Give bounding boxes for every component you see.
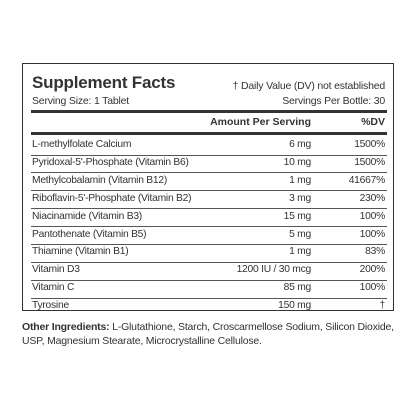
servings-per-bottle: Servings Per Bottle: 30: [282, 95, 385, 107]
daily-value: 83%: [365, 246, 385, 258]
nutrient-name: Vitamin D3: [32, 264, 80, 276]
supplement-facts-panel: Supplement Facts † Daily Value (DV) not …: [22, 63, 394, 311]
nutrient-name: Pyridoxal-5'-Phosphate (Vitamin B6): [32, 156, 189, 168]
daily-value: 100%: [359, 228, 386, 240]
amount: 150 mg: [278, 300, 311, 312]
row-rule: [31, 297, 387, 299]
dv-note: † Daily Value (DV) not established: [232, 80, 386, 92]
row-rule: [31, 190, 387, 192]
nutrient-name: Riboflavin-5'-Phosphate (Vitamin B2): [32, 192, 192, 204]
daily-value: †: [379, 300, 386, 312]
row-rule: [31, 226, 387, 227]
nutrient-name: Methylcobalamin (Vitamin B12): [32, 174, 168, 186]
nutrient-name: Vitamin C: [32, 282, 75, 294]
nutrient-name: Tyrosine: [32, 300, 69, 312]
amount: 6 mg: [289, 139, 311, 150]
rule: [31, 110, 387, 113]
other-ingredients: Other Ingredients: L-Glutathione, Starch…: [22, 320, 394, 348]
serving-size: Serving Size: 1 Tablet: [32, 95, 129, 107]
nutrient-name: L-methylfolate Calcium: [32, 139, 132, 150]
amount: 1 mg: [289, 246, 311, 258]
row-rule: [31, 279, 387, 281]
row-rule: [31, 172, 387, 174]
column-header: %DV: [361, 116, 385, 128]
title: Supplement Facts: [32, 73, 176, 92]
daily-value: 1500%: [354, 156, 385, 168]
daily-value: 230%: [359, 192, 386, 204]
amount: 1 mg: [289, 174, 311, 186]
daily-value: 200%: [359, 264, 386, 276]
nutrient-name: Thiamine (Vitamin B1): [32, 246, 129, 258]
other-label: Other Ingredients:: [22, 321, 110, 333]
amount: 3 mg: [289, 192, 311, 204]
row-rule: [31, 154, 387, 156]
daily-value: 100%: [359, 210, 386, 222]
daily-value: 1500%: [354, 139, 385, 150]
row-rule: [31, 244, 387, 245]
nutrient-name: Pantothenate (Vitamin B5): [32, 228, 147, 240]
column-header: Amount Per Serving: [210, 116, 311, 128]
nutrient-name: Niacinamide (Vitamin B3): [32, 210, 142, 222]
amount: 15 mg: [283, 210, 312, 222]
daily-value: 41667%: [348, 174, 386, 186]
other-text: L-Glutathione, Starch, Croscarmellose So…: [22, 321, 394, 347]
amount: 85 mg: [283, 282, 312, 294]
row-rule: [31, 261, 387, 263]
amount: 10 mg: [283, 156, 312, 168]
rule: [31, 132, 387, 135]
row-rule: [31, 208, 387, 209]
daily-value: 100%: [359, 282, 386, 294]
amount: 5 mg: [289, 228, 311, 240]
amount: 1200 IU / 30 mcg: [236, 264, 312, 276]
